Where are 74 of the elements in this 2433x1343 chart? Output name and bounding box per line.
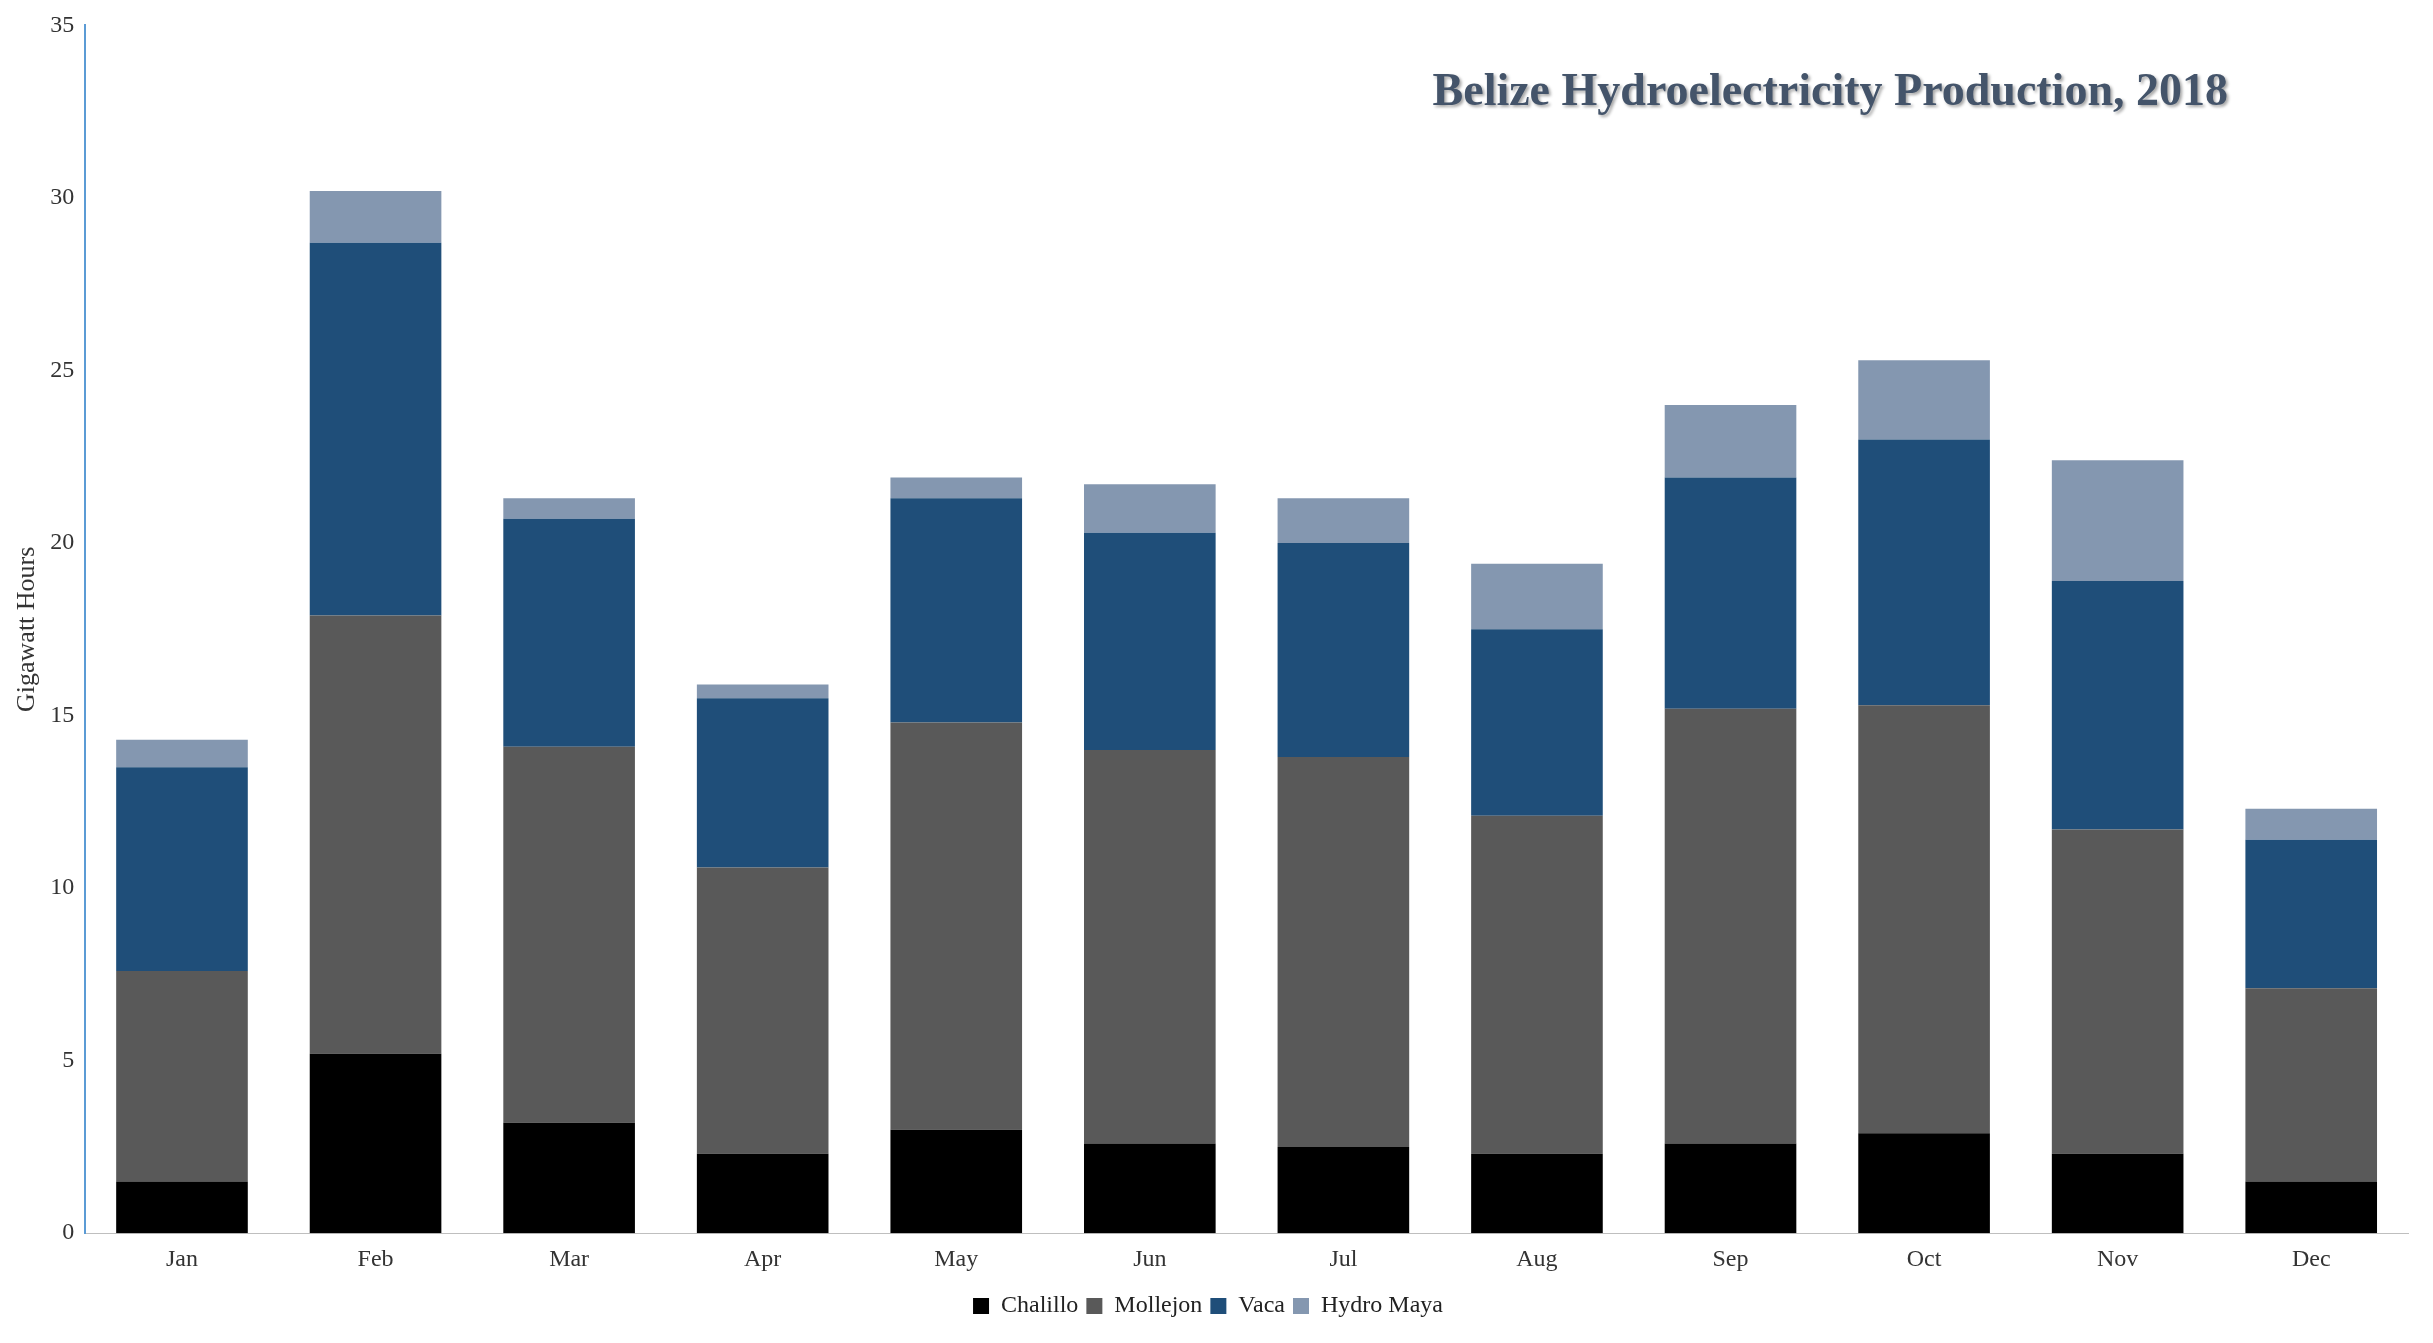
y-tick-label: 0 (62, 1218, 75, 1245)
x-tick-label: May (934, 1244, 979, 1271)
bar (1084, 484, 1216, 533)
bar (503, 498, 635, 519)
bar (503, 518, 635, 747)
y-tick-label: 5 (62, 1045, 75, 1072)
bar (2245, 988, 2378, 1182)
bar (1277, 498, 1410, 544)
legend-label: Hydro Maya (1320, 1291, 1444, 1318)
x-tick-label: Sep (1712, 1244, 1749, 1271)
x-tick-label: Jan (165, 1244, 198, 1271)
x-tick-label: Apr (744, 1244, 782, 1271)
bar (1471, 629, 1603, 816)
y-tick-label: 35 (50, 10, 75, 37)
legend-label: Chalillo (1001, 1291, 1079, 1318)
bar (2051, 460, 2184, 581)
bar (309, 242, 442, 616)
y-tick-label: 30 (50, 183, 75, 210)
bar (1858, 705, 1990, 1134)
bar (2245, 1181, 2378, 1234)
bar (116, 767, 248, 971)
bar (116, 970, 248, 1182)
x-tick-label: Oct (1906, 1244, 1942, 1271)
bar (2051, 829, 2184, 1154)
bar (1858, 360, 1990, 440)
bar (503, 746, 635, 1123)
bar (2051, 580, 2184, 830)
bar (890, 722, 1023, 1130)
bar (1084, 1143, 1216, 1234)
bar (1277, 756, 1410, 1147)
bar (309, 615, 442, 1054)
bar (309, 191, 442, 243)
bar (1858, 1133, 1990, 1234)
legend-label: Mollejon (1114, 1291, 1203, 1318)
x-tick-label: Mar (549, 1244, 590, 1271)
bar (1471, 1153, 1603, 1234)
bar (1277, 543, 1410, 757)
bar (1664, 1143, 1797, 1234)
x-tick-label: Feb (357, 1244, 394, 1271)
bar (116, 1181, 248, 1234)
x-tick-label: Dec (2291, 1244, 2331, 1271)
bar (1277, 1146, 1410, 1234)
bar (1664, 708, 1797, 1144)
bar (2051, 1153, 2184, 1234)
y-tick-label: 15 (50, 700, 75, 727)
bar (890, 1129, 1023, 1234)
x-tick-label: Jul (1329, 1244, 1358, 1271)
bar (116, 739, 248, 768)
bar (1664, 477, 1797, 709)
bar (890, 498, 1023, 723)
bar (696, 684, 829, 699)
bar (890, 477, 1023, 499)
bar (1084, 532, 1216, 751)
bar (503, 1122, 635, 1234)
bar (1664, 404, 1797, 478)
x-tick-label: Aug (1516, 1244, 1558, 1271)
x-tick-label: Nov (2096, 1244, 2139, 1271)
bar (696, 698, 829, 868)
y-tick-label: 20 (50, 528, 75, 555)
bar (1084, 750, 1216, 1144)
bar (696, 1153, 829, 1234)
y-tick-label: 10 (50, 873, 75, 900)
bar (2245, 839, 2378, 989)
bar (1858, 439, 1990, 706)
x-tick-label: Jun (1133, 1244, 1167, 1271)
bar (309, 1053, 442, 1234)
y-tick-label: 25 (50, 355, 75, 382)
text: Belize Hydroelectricity Production, 2018 (1432, 64, 2228, 116)
bar (1471, 563, 1603, 630)
bar (696, 867, 829, 1154)
bar (2245, 808, 2378, 840)
y-axis-title: Gigawatt Hours (11, 546, 41, 712)
legend-label: Vaca (1238, 1291, 1286, 1318)
bar (1471, 815, 1603, 1154)
